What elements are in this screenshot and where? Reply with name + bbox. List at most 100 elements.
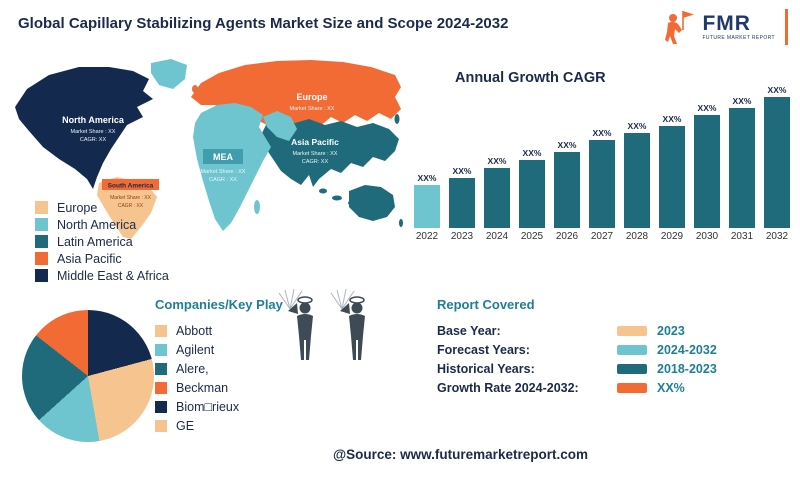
map-island-japan [394,114,400,124]
label-south-america-cagr: CAGR : XX [118,203,144,209]
company-swatch [155,400,167,413]
bar-column-2022: XX% 2022 [414,78,440,245]
company-swatch [155,343,167,356]
bar-column-2029: XX% 2029 [659,78,685,245]
company-label: Alere, [176,361,209,376]
company-label: Abbott [176,323,213,338]
label-europe: Europe [296,92,327,102]
label-south-america: South America [108,183,154,190]
bar-year-label: 2032 [765,231,789,242]
companies-heading: Companies/Key Play [155,297,283,312]
report-row-growth-rate: Growth Rate 2024-2032: XX% [437,378,717,397]
bar-column-2026: XX% 2026 [554,78,580,245]
bar-column-2023: XX% 2023 [449,78,475,245]
report-label: Forecast Years: [437,342,530,357]
company-label: Agilent [176,342,215,357]
report-row-forecast-years: Forecast Years: 2024-2032 [437,340,717,359]
report-covered-list: Base Year: 2023 Forecast Years: 2024-203… [437,321,717,397]
bar-column-2032: XX% 2032 [764,78,790,245]
report-row-base-year: Base Year: 2023 [437,321,717,340]
bar-value-label: XX% [732,96,752,106]
map-region-north-america [15,67,153,189]
label-north-america-share: Market Share : XX [71,129,116,135]
legend-swatch [35,269,48,282]
map-region-greenland [151,59,187,89]
bar [519,160,545,228]
bar [554,152,580,228]
bar-column-2025: XX% 2025 [519,78,545,245]
map-region-australia [349,185,395,221]
label-south-america-bg [102,179,159,190]
bar-value-label: XX% [487,156,507,166]
map-island-nz [399,219,403,227]
report-swatch [617,382,647,393]
bar-value-label: XX% [627,121,647,131]
bar-value-label: XX% [452,166,472,176]
bar [729,108,755,228]
company-label: Biom□rieux [176,399,240,414]
bar [484,168,510,228]
legend-label: Middle East & Africa [57,268,169,283]
legend-label: Europe [57,200,98,215]
bar-chart: XX% 2022 XX% 2023 XX% 2024 XX% 2025 XX% 2026 XX% 20… [414,78,796,245]
companies-list: Abbott Agilent Alere, Beckman Biom□rieux… [155,321,239,435]
company-item: GE [155,416,239,435]
label-asia-pacific-share: Market Share : XX [293,151,338,157]
announcer-figure [330,288,365,360]
pie-chart [22,310,154,442]
bar-column-2024: XX% 2024 [484,78,510,245]
report-swatch [617,363,647,374]
bar-value-label: XX% [557,140,577,150]
company-item: Agilent [155,340,239,359]
map-legend: Europe North America Latin America Asia … [35,201,169,286]
bar-year-label: 2027 [590,231,614,242]
source-text: @Source: www.futuremarketreport.com [333,447,588,462]
bar-value-label: XX% [592,128,612,138]
report-value: 2018-2023 [657,361,717,376]
bar-column-2027: XX% 2027 [589,78,615,245]
legend-swatch [35,252,48,265]
bar [764,97,790,228]
report-row-historical-years: Historical Years: 2018-2023 [437,359,717,378]
label-mea: MEA [213,152,234,162]
map-island [332,195,342,201]
legend-swatch [35,218,48,231]
bar-year-label: 2026 [555,231,579,242]
bar-value-label: XX% [697,103,717,113]
bar-column-2030: XX% 2030 [694,78,720,245]
legend-item-europe: Europe [35,200,169,215]
legend-swatch [35,235,48,248]
bar-year-label: 2024 [485,231,509,242]
bar [414,185,440,228]
company-label: GE [176,418,195,433]
map-region-uk [192,85,198,93]
bar-year-label: 2030 [695,231,719,242]
bar-value-label: XX% [662,114,682,124]
legend-item-asia-pacific: Asia Pacific [35,251,169,266]
company-swatch [155,362,167,375]
bar-year-label: 2023 [450,231,474,242]
report-swatch [617,344,647,355]
logo-accent-bar [785,9,788,45]
map-island [319,188,327,194]
report-covered-heading: Report Covered [437,297,535,312]
bar-year-label: 2028 [625,231,649,242]
company-swatch [155,419,167,432]
fmr-logo: FMR FUTURE MARKET REPORT [663,8,788,46]
legend-label: Asia Pacific [57,251,122,266]
report-label: Growth Rate 2024-2032: [437,380,579,395]
bar-value-label: XX% [522,148,542,158]
map-region-africa [193,103,271,231]
report-label: Base Year: [437,323,501,338]
bar [659,126,685,228]
legend-swatch [35,201,48,214]
bar-year-label: 2029 [660,231,684,242]
legend-item-north-america: North America [35,218,169,232]
map-region-south-america [97,177,157,239]
page-title: Global Capillary Stabilizing Agents Mark… [18,15,509,32]
company-item: Biom□rieux [155,397,239,416]
map-region-middle-east [263,111,297,141]
bar-year-label: 2022 [415,231,439,242]
world-map: North America Market Share : XX CAGR: XX… [15,59,403,239]
label-asia-pacific-cagr: CAGR: XX [302,159,329,165]
